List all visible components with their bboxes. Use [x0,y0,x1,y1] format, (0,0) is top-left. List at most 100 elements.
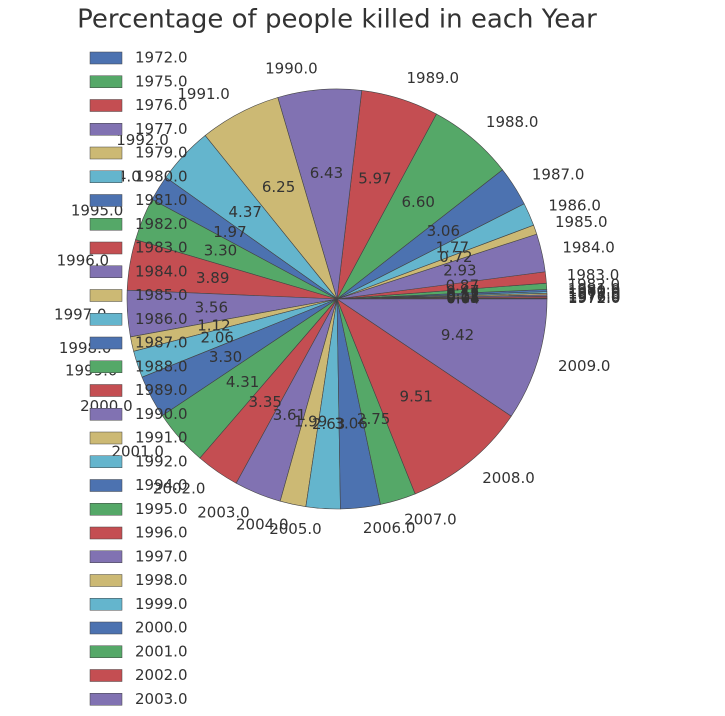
value-label: 3.30 [209,348,242,366]
legend-swatch [89,123,123,136]
value-label: 0.47 [446,282,479,300]
legend-label: 2000.0 [135,619,188,637]
slice-label: 2006.0 [363,519,416,537]
legend-label: 1984.0 [135,262,188,280]
slice-label: 1983.0 [567,266,620,284]
value-label: 1.97 [213,223,246,241]
slice-label: 2001.0 [111,443,164,461]
slice-label: 1979.0 [568,284,621,302]
slice-label: 1981.0 [568,280,621,298]
legend-swatch [89,574,123,587]
slice-label: 2007.0 [404,511,457,529]
slice-label: 1990.0 [265,59,318,77]
legend-label: 1979.0 [135,144,188,162]
value-label: 0.11 [446,288,479,306]
pie-slice [336,298,548,417]
legend-swatch [89,431,123,445]
legend-label: 1997.0 [135,547,188,565]
value-label: 5.97 [358,169,391,187]
legend-label: 1987.0 [135,334,188,352]
value-label: 6.60 [402,193,435,211]
legend-label: 1983.0 [135,239,188,257]
legend-label: 1995.0 [135,500,188,518]
slice-label: 1976.0 [568,287,621,305]
slice-label: 1991.0 [177,85,230,103]
legend-label: 1994.0 [135,476,188,494]
legend-label: 2002.0 [135,666,188,684]
legend-label: 1985.0 [135,286,188,304]
legend-label: 1998.0 [135,571,188,589]
value-label: 3.35 [249,393,282,411]
legend-swatch [89,598,123,611]
value-label: 2.63 [312,415,345,433]
legend-swatch [89,455,123,468]
slice-label: 1975.0 [568,289,621,307]
legend-swatch [89,194,123,207]
legend-label: 1980.0 [135,167,188,185]
pie-slice [336,298,512,495]
legend-label: 1989.0 [135,381,188,399]
legend-swatch [89,99,123,112]
value-label: 3.06 [334,415,367,433]
slice-label: 1977.0 [568,286,621,304]
slice-label: 1996.0 [57,252,110,270]
legend-label: 1976.0 [135,96,188,114]
legend-swatch [89,503,123,516]
legend-swatch [89,336,123,350]
legend-label: 1981.0 [135,191,188,209]
slice-label: 1989.0 [407,69,460,87]
chart-title: Percentage of people killed in each Year [77,5,597,35]
legend-label: 1982.0 [135,215,188,233]
value-label: 3.06 [427,222,460,240]
legend-label: 2003.0 [135,690,188,708]
slice-label: 1987.0 [532,165,585,183]
slice-label: 1984.0 [562,239,615,257]
legend-swatch [89,218,123,231]
legend-swatch [89,289,123,302]
legend-swatch [89,669,123,682]
slice-label: 1992.0 [116,131,169,149]
value-label: 2.06 [201,329,234,347]
value-label: 3.89 [196,269,229,287]
legend-swatch [89,265,123,278]
value-label: 9.51 [400,387,433,405]
legend-label: 1992.0 [135,452,188,470]
legend-swatch [89,526,123,540]
slice-label: 2005.0 [269,520,322,538]
legend-swatch [89,645,123,658]
value-label: 1.99 [294,413,327,431]
legend-swatch [89,75,123,88]
slice-label: 1982.0 [568,276,621,294]
value-label: 2.75 [357,410,390,428]
value-label: 3.56 [195,298,228,316]
legend-swatch [89,170,123,183]
slice-label: 2003.0 [197,503,250,521]
legend-label: 1990.0 [135,405,188,423]
legend-swatch [89,241,123,255]
slice-label: 1980.0 [568,282,621,300]
legend-swatch [89,621,123,635]
value-label: 0.05 [446,289,479,307]
legend-label: 1991.0 [135,429,188,447]
value-label: 9.42 [441,326,474,344]
legend-label: 1986.0 [135,310,188,328]
legend-label: 1999.0 [135,595,188,613]
slice-label: 2002.0 [153,479,206,497]
value-label: 3.61 [273,406,306,424]
legend-swatch [89,693,123,706]
slice-label: 2004.0 [236,515,289,533]
legend-swatch [89,360,123,373]
value-label: 0.17 [446,284,479,302]
slice-label: 2008.0 [482,469,535,487]
legend-label: 1977.0 [135,120,188,138]
slice-label: 1985.0 [555,213,608,231]
value-label: 6.25 [262,178,295,196]
slice-label: 1972.0 [568,289,621,307]
legend-label: 1975.0 [135,72,188,90]
legend-label: 1996.0 [135,524,188,542]
slice-label: 2009.0 [558,357,611,375]
slice-label: 1986.0 [548,196,601,214]
legend-swatch [89,384,123,397]
value-label: 0.04 [446,289,479,307]
legend-swatch [89,408,123,421]
